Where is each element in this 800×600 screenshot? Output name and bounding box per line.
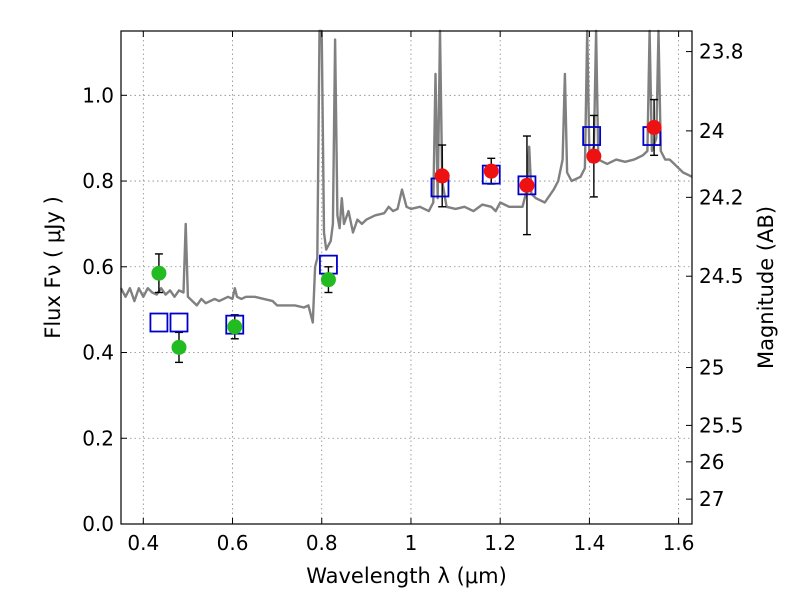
magnitude-tick-label: 25: [699, 356, 724, 380]
model-square-point: [582, 126, 602, 146]
y-tick-label: 0.0: [82, 512, 114, 536]
x-tick-label: 0.4: [127, 531, 159, 555]
y-tick-label: 0.2: [82, 426, 114, 450]
y-axis-label: Flux Fν ( μJy ): [41, 196, 65, 339]
infrared-point: [586, 148, 602, 164]
plot-frame: [120, 30, 693, 525]
y-tick-label: 1.0: [82, 83, 114, 107]
model-square-point: [149, 312, 169, 333]
x-tick-label: 1.4: [573, 531, 605, 555]
infrared-point: [646, 119, 662, 135]
axis-ticks: 0.4 0.6 0.8 1 1.2 1.4 1.6 0.0 0.2 0.4 0.6 0.8 1.0 23.…: [82, 31, 744, 555]
x-tick-label: 0.6: [217, 531, 249, 555]
y-tick-label: 0.6: [82, 255, 114, 279]
magnitude-tick-label: 24.5: [699, 264, 744, 288]
infrared-point: [483, 163, 499, 179]
x-tick-label: 1.2: [484, 531, 516, 555]
y-tick-label: 0.8: [82, 169, 114, 193]
infrared-point: [519, 177, 535, 193]
magnitude-tick-label: 26: [699, 450, 724, 474]
magnitude-tick-label: 24.2: [699, 185, 744, 209]
optical-point: [227, 319, 243, 335]
spectrum-layer: [119, 29, 693, 324]
spectrum-line: [119, 29, 693, 324]
optical-point: [171, 339, 187, 355]
optical-point: [320, 272, 336, 288]
x-axis-label: Wavelength λ (μm): [306, 564, 507, 588]
magnitude-tick-label: 25.5: [699, 413, 744, 437]
x-tick-label: 1.6: [663, 531, 695, 555]
model-square-point: [517, 175, 537, 196]
infrared-point: [434, 168, 450, 184]
observed-point-layer: [151, 119, 662, 355]
x-tick-label: 1: [405, 531, 418, 555]
magnitude-axis-label: Magnitude (AB): [754, 206, 778, 369]
y-tick-label: 0.4: [82, 341, 114, 365]
x-tick-label: 0.8: [306, 531, 338, 555]
magnitude-tick-label: 27: [699, 487, 724, 511]
model-square-point: [169, 312, 189, 333]
optical-point: [151, 265, 167, 281]
grid-lines: [121, 31, 692, 524]
magnitude-tick-label: 24: [699, 119, 724, 143]
magnitude-tick-label: 23.8: [699, 40, 744, 64]
model-square-layer: [149, 126, 662, 335]
